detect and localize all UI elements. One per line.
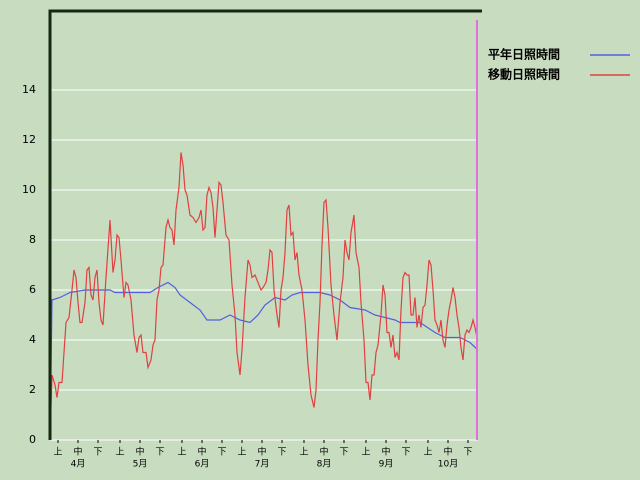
month-label: 10月 — [438, 459, 458, 470]
x-tick-label: 上 — [237, 447, 246, 458]
x-tick-label: 下 — [93, 448, 102, 458]
x-tick-label: 下 — [155, 448, 164, 458]
y-tick-label: 2 — [29, 383, 36, 396]
month-label: 5月 — [133, 459, 148, 470]
x-tick-label: 上 — [177, 447, 186, 458]
legend-label: 平年日照時間 — [488, 47, 560, 62]
month-label: 9月 — [379, 459, 394, 470]
month-label: 7月 — [255, 459, 270, 470]
y-tick-label: 6 — [29, 283, 36, 296]
x-tick-label: 上 — [115, 447, 124, 458]
x-tick-label: 中 — [257, 446, 266, 458]
x-tick-label: 下 — [463, 448, 472, 458]
x-tick-label: 上 — [53, 447, 62, 458]
x-tick-label: 下 — [401, 448, 410, 458]
plot — [49, 152, 479, 441]
x-tick-label: 下 — [339, 448, 348, 458]
month-label: 4月 — [71, 459, 86, 470]
grid — [50, 89, 478, 441]
y-tick-label: 0 — [29, 433, 36, 446]
x-tick-label: 上 — [299, 447, 308, 458]
x-tick-label: 下 — [217, 448, 226, 458]
month-label: 6月 — [195, 459, 210, 470]
y-tick-label: 10 — [22, 183, 36, 196]
y-tick-label: 4 — [29, 333, 36, 346]
legend-label: 移動日照時間 — [488, 67, 560, 82]
series-line — [49, 152, 478, 441]
y-tick-label: 12 — [22, 133, 36, 146]
x-tick-label: 中 — [319, 446, 328, 458]
x-tick-label: 中 — [135, 446, 144, 458]
x-tick-label: 中 — [443, 446, 452, 458]
plot-border — [48, 9, 482, 440]
y-tick-label: 8 — [29, 233, 36, 246]
y-tick-label: 14 — [22, 83, 36, 96]
month-label: 8月 — [317, 459, 332, 470]
series-line — [49, 281, 479, 441]
x-tick-label: 中 — [197, 446, 206, 458]
x-tick-label: 中 — [381, 446, 390, 458]
x-tick-label: 上 — [361, 447, 370, 458]
x-tick-label: 上 — [423, 447, 432, 458]
x-tick-label: 中 — [73, 446, 82, 458]
x-tick-label: 下 — [277, 448, 286, 458]
